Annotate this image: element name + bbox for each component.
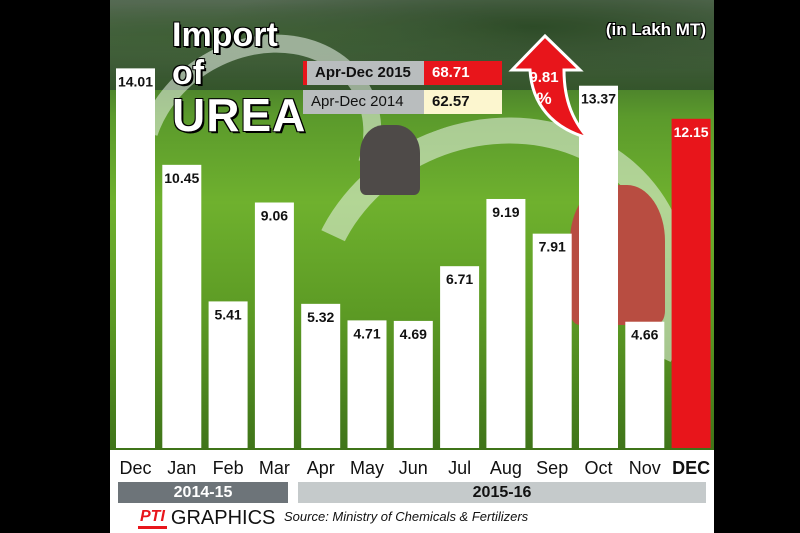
comparison-current-value: 68.71 bbox=[424, 61, 502, 85]
month-label-1: Jan bbox=[167, 458, 196, 478]
month-label-6: Jun bbox=[399, 458, 428, 478]
infographic-frame: 14.01 Dec 10.45 Jan 5.41 Feb 9.06 Mar 5.32 Apr 4.7… bbox=[110, 0, 714, 533]
value-label-0: 14.01 bbox=[118, 73, 153, 89]
month-label-11: Nov bbox=[629, 458, 661, 478]
month-label-0: Dec bbox=[119, 458, 151, 478]
fiscal-year-2014-15: 2014-15 bbox=[118, 482, 288, 503]
value-label-8: 9.19 bbox=[492, 204, 519, 220]
fiscal-year-2015-16: 2015-16 bbox=[298, 482, 706, 503]
farmer-figure bbox=[360, 125, 420, 195]
pti-graphics-logo: PTI GRAPHICS bbox=[138, 506, 275, 530]
bar-oct-10 bbox=[579, 85, 618, 448]
bar-jun-6 bbox=[393, 320, 433, 448]
chart-title: Import of UREA bbox=[172, 18, 306, 138]
month-label-12: DEC bbox=[672, 458, 710, 478]
month-label-8: Aug bbox=[490, 458, 522, 478]
comparison-current-label: Apr-Dec 2015 bbox=[303, 61, 424, 85]
unit-note: (in Lakh MT) bbox=[605, 20, 706, 39]
month-label-2: Feb bbox=[213, 458, 244, 478]
bar-sep-9 bbox=[532, 233, 572, 448]
value-label-1: 10.45 bbox=[164, 170, 199, 186]
title-line-3: UREA bbox=[172, 89, 307, 141]
value-label-4: 5.32 bbox=[307, 309, 334, 325]
month-label-4: Apr bbox=[307, 458, 335, 478]
value-label-6: 4.69 bbox=[400, 326, 427, 342]
pti-logo-text: GRAPHICS bbox=[170, 506, 276, 529]
month-label-7: Jul bbox=[448, 458, 471, 478]
title-line-1: Import bbox=[172, 16, 278, 54]
month-label-5: May bbox=[350, 458, 384, 478]
value-label-5: 4.71 bbox=[353, 325, 380, 341]
source-note: Source: Ministry of Chemicals & Fertiliz… bbox=[284, 509, 529, 524]
comparison-previous-value: 62.57 bbox=[424, 90, 502, 114]
growth-percent-unit: % bbox=[536, 89, 551, 108]
bar-jul-7 bbox=[440, 266, 480, 448]
title-line-2: of bbox=[172, 54, 205, 92]
month-label-9: Sep bbox=[536, 458, 568, 478]
bar-chart: 14.01 Dec 10.45 Jan 5.41 Feb 9.06 Mar 5.32 Apr 4.7… bbox=[116, 68, 711, 478]
bar-may-5 bbox=[347, 320, 387, 448]
value-label-3: 9.06 bbox=[261, 208, 288, 224]
month-label-10: Oct bbox=[584, 458, 612, 478]
bar-dec-12 bbox=[671, 118, 711, 448]
comparison-previous: Apr-Dec 2014 62.57 bbox=[303, 90, 502, 114]
month-label-3: Mar bbox=[259, 458, 290, 478]
value-label-10: 13.37 bbox=[581, 91, 616, 107]
bar-feb-2 bbox=[208, 301, 248, 448]
pti-logo-mark: PTI bbox=[138, 508, 167, 529]
bar-dec-0 bbox=[116, 68, 155, 448]
comparison-current: Apr-Dec 2015 68.71 bbox=[303, 61, 502, 85]
value-label-12: 12.15 bbox=[674, 124, 709, 140]
comparison-previous-label: Apr-Dec 2014 bbox=[303, 90, 424, 114]
bar-aug-8 bbox=[486, 198, 526, 448]
bar-nov-11 bbox=[625, 321, 665, 448]
bar-apr-4 bbox=[301, 303, 341, 448]
value-label-2: 5.41 bbox=[214, 306, 241, 322]
growth-arrow-icon: 9.81 % bbox=[508, 33, 590, 141]
growth-percent-value: 9.81 bbox=[529, 69, 558, 86]
value-label-9: 7.91 bbox=[539, 239, 566, 255]
bar-mar-3 bbox=[254, 202, 294, 448]
value-label-7: 6.71 bbox=[446, 271, 473, 287]
bar-jan-1 bbox=[162, 164, 202, 448]
value-label-11: 4.66 bbox=[631, 327, 658, 343]
